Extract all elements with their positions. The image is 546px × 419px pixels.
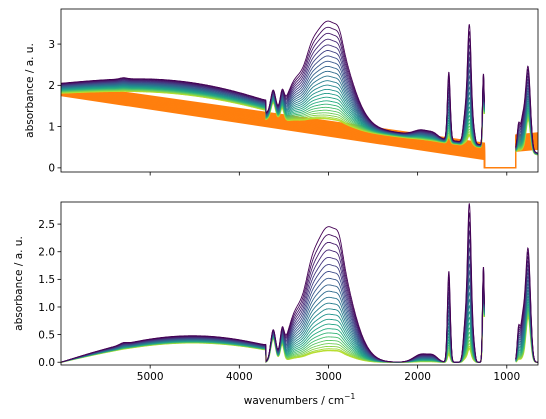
top-x-ticks [149,172,508,176]
bottom-y-ticks: 0.0 0.5 1.0 1.5 2.0 2.5 [38,219,61,369]
y-tick-label: 1.0 [38,302,55,314]
top-spectrum-line [61,20,538,154]
y-tick-label: 1.5 [38,274,55,286]
top-y-axis-label: absorbance / a. u. [24,43,36,138]
x-tick-label: 5000 [137,371,164,383]
top-y-ticks: 0 1 2 3 [48,39,61,175]
y-tick-label: 2 [48,80,55,92]
y-tick-label: 1 [48,121,55,133]
y-tick-label: 3 [48,39,55,51]
y-tick-label: 2.5 [38,219,55,231]
x-tick-label: 4000 [226,371,253,383]
bottom-axes-frame [60,201,539,366]
y-tick-label: 2.0 [38,247,55,259]
x-tick-label: 2000 [404,371,431,383]
bottom-y-axis-label: absorbance / a. u. [13,236,25,331]
x-tick-label: 1000 [493,371,520,383]
top-plot-area [61,20,538,169]
bottom-x-ticks: 5000 4000 3000 2000 1000 [137,365,520,383]
bottom-panel: 5000 4000 3000 2000 1000 0.00.51.01.52.02.5 … [13,201,539,407]
bottom-spectra-lines [61,203,538,364]
x-tick-label: 3000 [315,371,342,383]
bottom-plot-area [61,203,538,364]
bottom-spectrum-line [61,203,538,363]
top-spectra-lines [61,20,538,156]
x-axis-label: wavenumbers / cm−1 [244,392,356,407]
y-tick-label: 0 [48,163,55,175]
y-tick-label: 0.0 [38,357,55,369]
top-axes-frame [60,8,539,173]
y-tick-label: 0.5 [38,329,55,341]
baseline-correction-line [61,95,538,169]
top-panel: 0 1 2 3 absorbance / a. u. [24,8,539,176]
